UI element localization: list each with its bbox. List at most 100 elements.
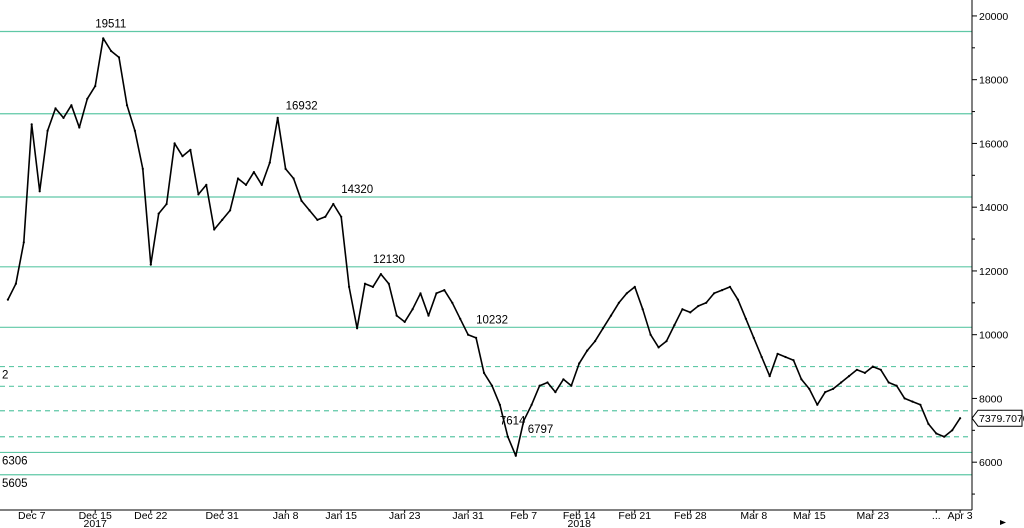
x-tick-label: Feb 7 [510, 510, 537, 522]
year-label: 2018 [568, 518, 592, 528]
data-point [570, 384, 573, 387]
data-point [229, 209, 232, 212]
data-point [935, 432, 938, 435]
y-tick-label: 16000 [979, 138, 1008, 150]
data-point [157, 212, 160, 215]
data-point [117, 56, 121, 59]
data-point [697, 304, 700, 308]
series [6, 37, 962, 457]
level-label: 6797 [528, 424, 554, 436]
data-point [268, 161, 271, 164]
data-point [30, 123, 33, 126]
scroll-arrow-icon [1000, 520, 1006, 525]
data-point [911, 400, 914, 403]
data-point [125, 104, 129, 107]
level-label: 16932 [286, 101, 318, 113]
data-point [411, 308, 414, 311]
x-tick-label: Jan 8 [273, 510, 299, 522]
data-point [181, 155, 184, 158]
data-point [951, 429, 954, 432]
data-point [736, 298, 740, 301]
data-point [538, 384, 541, 387]
data-point [498, 403, 501, 406]
data-point [641, 308, 644, 311]
data-point [959, 417, 962, 420]
data-point [443, 289, 446, 292]
y-axis: 6000 8000 10000 12000 14000 16000 18000 20000 [971, 0, 1008, 510]
data-point [530, 403, 533, 406]
data-point [363, 282, 367, 285]
data-point [435, 292, 438, 295]
data-point [78, 126, 81, 129]
data-point [840, 381, 843, 384]
data-point [475, 336, 478, 339]
data-point [244, 183, 248, 186]
data-point [554, 391, 557, 394]
data-point [467, 333, 470, 336]
data-point [260, 183, 263, 186]
data-point [601, 327, 605, 330]
data-point [879, 368, 882, 371]
last-value-tag: 7379.7070 [971, 409, 1024, 427]
data-point [292, 177, 295, 180]
data-point [332, 202, 335, 206]
y-tick-label: 18000 [979, 75, 1008, 87]
data-point [459, 317, 462, 320]
data-point [792, 359, 795, 362]
data-point [62, 116, 65, 119]
x-tick-label: Dec 7 [18, 510, 46, 522]
level-label: 14320 [341, 184, 373, 196]
data-point [895, 384, 898, 387]
x-tick-label: Dec 31 [206, 510, 239, 522]
x-tick-label: Dec 22 [134, 510, 167, 522]
data-point [887, 381, 890, 384]
data-point [760, 355, 763, 359]
data-point [395, 314, 398, 317]
level-label: 12130 [373, 254, 405, 266]
data-point [348, 285, 351, 288]
level-label: 2 [2, 370, 8, 382]
data-point [205, 183, 208, 186]
y-tick-label: 10000 [979, 330, 1008, 342]
data-point [673, 324, 676, 327]
data-point [213, 228, 216, 231]
data-point [752, 336, 755, 339]
data-point [776, 352, 779, 355]
series-line [7, 37, 961, 457]
data-point [689, 311, 692, 314]
data-point [562, 378, 565, 381]
data-point [308, 209, 311, 212]
data-point [38, 190, 41, 193]
data-point [165, 202, 168, 206]
data-point [221, 218, 224, 221]
x-tick-label: Dec 15 [79, 510, 112, 522]
data-point [546, 381, 549, 384]
y-tick-label: 8000 [979, 393, 1003, 405]
y-tick-label: 20000 [979, 11, 1008, 23]
data-point [141, 167, 144, 170]
data-point [403, 320, 406, 323]
data-point [863, 371, 867, 374]
data-point [102, 37, 105, 40]
x-tick-label: ... [932, 510, 941, 522]
x-tick-label: Apr 3 [948, 510, 973, 522]
data-point [625, 292, 628, 295]
data-point [871, 365, 874, 368]
x-tick-label: Feb 14 [563, 510, 596, 522]
data-point [197, 193, 200, 196]
data-point [514, 454, 517, 457]
level-label: 7614 [500, 416, 526, 428]
data-point [14, 282, 17, 285]
level-label: 10232 [476, 314, 508, 326]
x-tick-label: Jan 15 [325, 510, 357, 522]
data-point [832, 387, 835, 390]
data-point [451, 301, 454, 304]
data-point [855, 368, 859, 371]
data-point [276, 116, 279, 119]
data-point [189, 148, 192, 151]
data-point [490, 384, 494, 387]
data-point [387, 282, 390, 285]
data-point [744, 317, 748, 320]
